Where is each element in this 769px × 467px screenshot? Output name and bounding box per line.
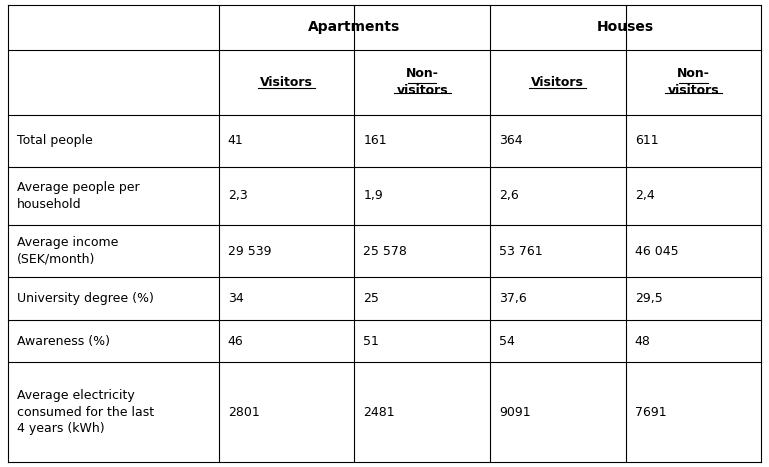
- Text: 48: 48: [634, 334, 651, 347]
- Text: 161: 161: [364, 134, 387, 148]
- Text: 7691: 7691: [634, 406, 666, 419]
- Text: 611: 611: [634, 134, 658, 148]
- Text: 25 578: 25 578: [364, 245, 408, 257]
- Text: 29 539: 29 539: [228, 245, 271, 257]
- Text: Visitors: Visitors: [531, 76, 584, 89]
- Text: 34: 34: [228, 292, 244, 305]
- Text: 29,5: 29,5: [634, 292, 662, 305]
- Text: Average people per
household: Average people per household: [17, 181, 139, 211]
- Text: Total people: Total people: [17, 134, 92, 148]
- Text: Non-
visitors: Non- visitors: [396, 67, 448, 97]
- Text: 25: 25: [364, 292, 379, 305]
- Text: 2,4: 2,4: [634, 190, 654, 203]
- Text: 51: 51: [364, 334, 379, 347]
- Text: 364: 364: [499, 134, 523, 148]
- Text: 2,6: 2,6: [499, 190, 519, 203]
- Text: 1,9: 1,9: [364, 190, 383, 203]
- Text: 54: 54: [499, 334, 515, 347]
- Text: 41: 41: [228, 134, 244, 148]
- Text: Apartments: Apartments: [308, 20, 401, 34]
- Text: 9091: 9091: [499, 406, 531, 419]
- Text: Average income
(SEK/month): Average income (SEK/month): [17, 236, 118, 266]
- Text: 2801: 2801: [228, 406, 259, 419]
- Text: Houses: Houses: [597, 20, 654, 34]
- Text: 46 045: 46 045: [634, 245, 678, 257]
- Text: Non-
visitors: Non- visitors: [667, 67, 719, 97]
- Text: 37,6: 37,6: [499, 292, 527, 305]
- Text: Awareness (%): Awareness (%): [17, 334, 110, 347]
- Text: 2,3: 2,3: [228, 190, 248, 203]
- Text: Average electricity
consumed for the last
4 years (kWh): Average electricity consumed for the las…: [17, 389, 154, 435]
- Text: University degree (%): University degree (%): [17, 292, 154, 305]
- Text: 46: 46: [228, 334, 244, 347]
- Text: Visitors: Visitors: [260, 76, 313, 89]
- Text: 2481: 2481: [364, 406, 395, 419]
- Text: 53 761: 53 761: [499, 245, 543, 257]
